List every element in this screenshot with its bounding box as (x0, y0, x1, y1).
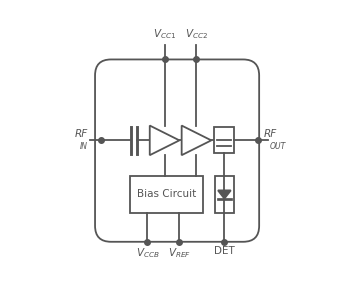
Polygon shape (182, 126, 211, 155)
Text: Bias Circuit: Bias Circuit (137, 189, 196, 200)
Text: $\mathit{V}_{CC1}$: $\mathit{V}_{CC1}$ (153, 28, 176, 41)
Polygon shape (218, 190, 231, 199)
FancyBboxPatch shape (95, 59, 259, 242)
Text: IN: IN (80, 141, 88, 150)
Text: RF: RF (75, 129, 88, 139)
Text: $\mathit{V}_{REF}$: $\mathit{V}_{REF}$ (168, 246, 191, 260)
Text: $\mathit{V}_{CCB}$: $\mathit{V}_{CCB}$ (135, 246, 159, 260)
Bar (215, 176, 234, 213)
Bar (130, 176, 203, 213)
Polygon shape (150, 126, 179, 155)
Text: RF: RF (264, 129, 277, 139)
Text: DET: DET (214, 246, 235, 256)
Text: OUT: OUT (270, 141, 286, 150)
Text: $\mathit{V}_{CC2}$: $\mathit{V}_{CC2}$ (185, 28, 208, 41)
Bar (214, 127, 233, 153)
